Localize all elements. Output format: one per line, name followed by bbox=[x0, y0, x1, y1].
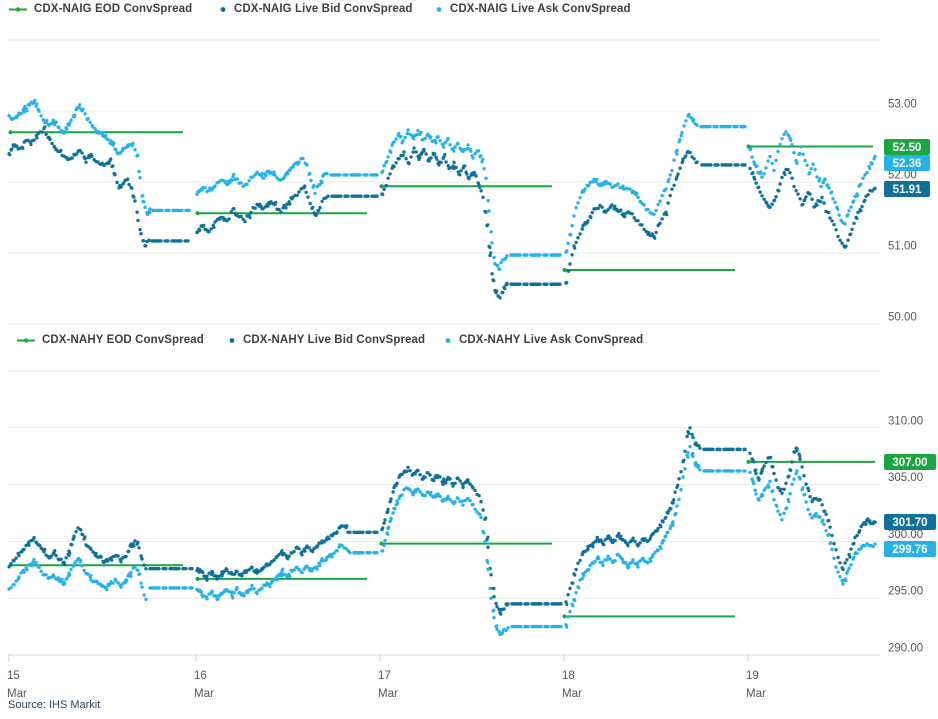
legend-item-naig-ask[interactable]: CDX-NAIG Live Ask ConvSpread bbox=[434, 3, 631, 15]
svg-text:16: 16 bbox=[194, 670, 207, 682]
naig-eod-line bbox=[8, 130, 873, 273]
naig-y-axis-labels: 53.00 52.00 51.00 50.00 bbox=[888, 99, 917, 324]
legend-item-naig-eod[interactable]: CDX-NAIG EOD ConvSpread bbox=[8, 3, 192, 15]
svg-text:Mar: Mar bbox=[562, 688, 582, 700]
legend-label-nahy-eod: CDX-NAHY EOD ConvSpread bbox=[42, 334, 204, 346]
svg-text:305.00: 305.00 bbox=[888, 472, 923, 484]
legend-label-naig-bid: CDX-NAIG Live Bid ConvSpread bbox=[234, 3, 413, 15]
svg-text:310.00: 310.00 bbox=[888, 415, 923, 427]
svg-text:307.00: 307.00 bbox=[892, 457, 927, 469]
svg-text:53.00: 53.00 bbox=[888, 99, 917, 111]
legend-label-naig-eod: CDX-NAIG EOD ConvSpread bbox=[34, 3, 193, 15]
naig-grid bbox=[8, 39, 880, 325]
legend-label-nahy-ask: CDX-NAHY Live Ask ConvSpread bbox=[459, 334, 644, 346]
svg-text:17: 17 bbox=[378, 670, 391, 682]
ask-dot-marker-icon bbox=[445, 337, 451, 343]
legend-label-nahy-bid: CDX-NAHY Live Bid ConvSpread bbox=[243, 334, 426, 346]
bid-dot-marker-icon bbox=[220, 6, 226, 12]
naig-ask-series bbox=[7, 98, 877, 271]
nahy-last-value-badges: 307.00 301.70 299.76 bbox=[884, 454, 936, 557]
source-credit: Source: IHS Markit bbox=[8, 699, 101, 711]
nahy-bid-series bbox=[7, 426, 877, 616]
nahy-ask-series bbox=[7, 444, 877, 637]
legend-item-naig-bid[interactable]: CDX-NAIG Live Bid ConvSpread bbox=[218, 3, 413, 15]
eod-line-marker-icon bbox=[17, 337, 35, 343]
svg-text:18: 18 bbox=[562, 670, 575, 682]
svg-text:52.00: 52.00 bbox=[888, 170, 917, 182]
svg-text:Mar: Mar bbox=[378, 688, 398, 700]
legend-naig: CDX-NAIG EOD ConvSpread CDX-NAIG Live Bi… bbox=[0, 3, 938, 19]
svg-text:301.70: 301.70 bbox=[892, 517, 927, 529]
svg-text:52.50: 52.50 bbox=[893, 142, 922, 154]
svg-text:290.00: 290.00 bbox=[888, 643, 923, 655]
svg-text:15: 15 bbox=[7, 670, 20, 682]
legend-item-nahy-ask[interactable]: CDX-NAHY Live Ask ConvSpread bbox=[443, 334, 643, 346]
svg-text:299.76: 299.76 bbox=[892, 544, 927, 556]
x-axis: 15 Mar 16 Mar 17 Mar 18 Mar 19 Mar bbox=[7, 655, 766, 700]
nahy-grid bbox=[8, 370, 880, 656]
legend-nahy: CDX-NAHY EOD ConvSpread CDX-NAHY Live Bi… bbox=[0, 334, 938, 350]
svg-text:Mar: Mar bbox=[194, 688, 214, 700]
svg-text:Mar: Mar bbox=[746, 688, 766, 700]
svg-text:295.00: 295.00 bbox=[888, 586, 923, 598]
naig-last-value-badges: 52.50 52.36 51.91 bbox=[884, 139, 930, 197]
eod-line-marker-icon bbox=[9, 6, 27, 12]
svg-text:50.00: 50.00 bbox=[888, 312, 917, 324]
legend-item-nahy-eod[interactable]: CDX-NAHY EOD ConvSpread bbox=[16, 334, 204, 346]
naig-bid-series bbox=[7, 125, 877, 300]
svg-text:300.00: 300.00 bbox=[888, 529, 923, 541]
svg-text:51.00: 51.00 bbox=[888, 241, 917, 253]
legend-item-nahy-bid[interactable]: CDX-NAHY Live Bid ConvSpread bbox=[227, 334, 425, 346]
svg-text:19: 19 bbox=[746, 670, 759, 682]
svg-text:52.36: 52.36 bbox=[893, 158, 922, 170]
legend-label-naig-ask: CDX-NAIG Live Ask ConvSpread bbox=[450, 3, 631, 15]
nahy-y-axis-labels: 310.00 305.00 300.00 295.00 290.00 bbox=[888, 415, 923, 654]
svg-text:Mar: Mar bbox=[7, 688, 27, 700]
svg-text:51.91: 51.91 bbox=[893, 184, 922, 196]
bid-dot-marker-icon bbox=[229, 337, 235, 343]
ask-dot-marker-icon bbox=[436, 6, 442, 12]
